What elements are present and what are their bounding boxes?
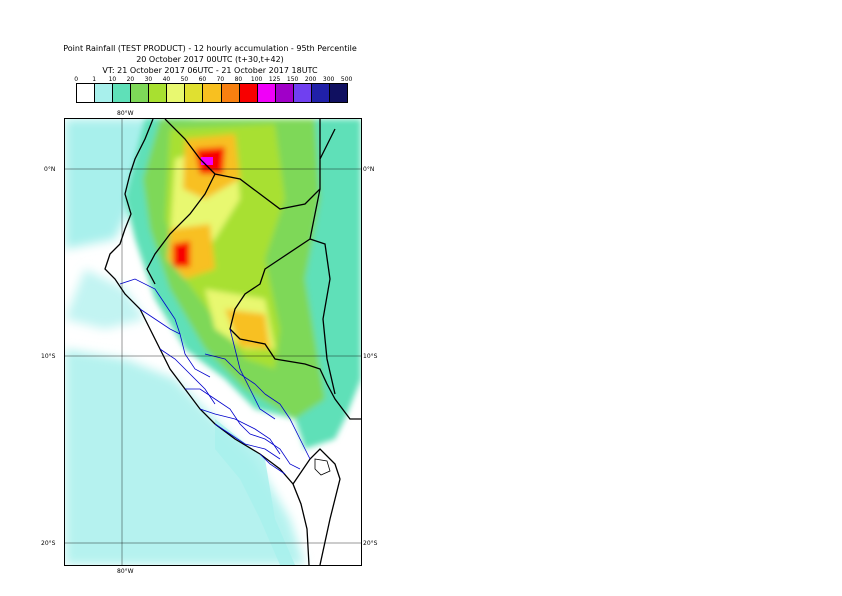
legend-color-bar (76, 83, 348, 103)
legend-tick-label: 40 (162, 76, 171, 83)
lat-label-left-20s: 20°S (41, 540, 56, 547)
legend-tick-label: 200 (304, 76, 317, 83)
coastline (104, 119, 310, 565)
bolivia-border (309, 238, 336, 395)
legend-tick-label: 300 (322, 76, 335, 83)
legend-tick-label: 100 (250, 76, 263, 83)
legend-swatch (113, 84, 132, 102)
legend-tick-label: 500 (340, 76, 353, 83)
legend-tick-label: 125 (268, 76, 281, 83)
ecuador-border (146, 173, 216, 285)
legend-swatch (149, 84, 168, 102)
graticule (65, 119, 361, 565)
peak-rainfall-cell (201, 157, 213, 165)
legend-swatch (185, 84, 204, 102)
lat-label-left-10s: 10°S (41, 353, 56, 360)
legend-tick-label: 50 (180, 76, 189, 83)
legend-swatch (203, 84, 222, 102)
legend-swatch (167, 84, 186, 102)
legend-tick-label: 150 (286, 76, 299, 83)
legend-swatch (95, 84, 114, 102)
region-borders (119, 278, 311, 475)
lon-label-top: 80°W (117, 110, 134, 117)
legend-tick-label: 80 (234, 76, 243, 83)
legend-swatch (329, 84, 347, 102)
country-borders (104, 119, 361, 565)
legend-tick-label: 1 (92, 76, 97, 83)
legend-swatch (221, 84, 240, 102)
lat-label-right-0: 0°N (363, 166, 375, 173)
legend-tick-label: 10 (108, 76, 117, 83)
lat-label-right-20s: 20°S (363, 540, 378, 547)
legend-swatch (257, 84, 276, 102)
ocean-speckle (215, 419, 295, 565)
lake-titicaca (314, 458, 331, 476)
legend-tick-label: 0 (74, 76, 79, 83)
legend-tick-label: 20 (126, 76, 135, 83)
lat-label-right-10s: 10°S (363, 353, 378, 360)
legend-swatch (311, 84, 330, 102)
chart-title: Point Rainfall (TEST PRODUCT) - 12 hourl… (63, 44, 357, 53)
legend-swatch (239, 84, 258, 102)
legend-tick-label: 60 (198, 76, 207, 83)
run-time-label: 20 October 2017 00UTC (t+30,t+42) (136, 55, 284, 64)
lon-label-bottom: 80°W (117, 568, 134, 575)
brazil-border (229, 188, 361, 420)
legend-tick-label: 70 (216, 76, 225, 83)
legend-swatch (131, 84, 150, 102)
legend-swatch (293, 84, 312, 102)
map-panel (64, 118, 362, 566)
legend-tick-label: 30 (144, 76, 153, 83)
valid-time-label: VT: 21 October 2017 06UTC - 21 October 2… (102, 66, 318, 75)
colombia-border (164, 119, 336, 210)
land-rainfall-field (125, 119, 361, 449)
rainfall-map (65, 119, 361, 565)
legend-swatch (275, 84, 294, 102)
lat-label-left-0: 0°N (44, 166, 56, 173)
legend-swatch (77, 84, 96, 102)
